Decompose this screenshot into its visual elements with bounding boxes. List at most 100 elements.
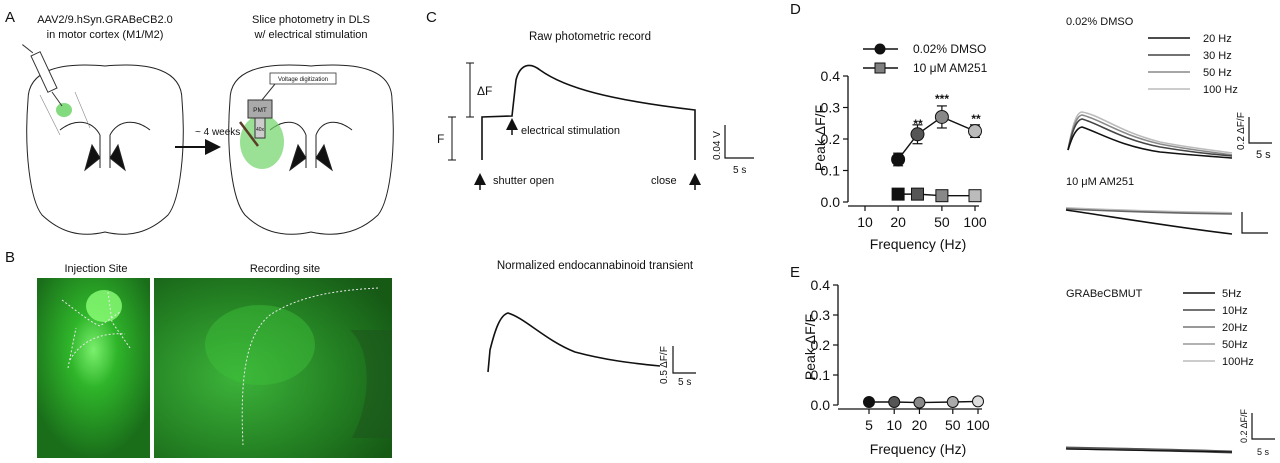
sig-30hz: ** [913,117,923,131]
left-title-line1: AAV2/9.hSyn.GRABeCB2.0 [37,14,173,26]
mut-trace-legend: 5Hz 10Hz 20Hz 50Hz 100Hz [1183,288,1254,368]
delta-f-bracket [466,62,474,118]
e-traces: GRABeCBMUT 5Hz 10Hz 20Hz 50Hz 100Hz 0.2 … [1065,288,1275,457]
panel-a: AAV2/9.hSyn.GRABeCB2.0 in motor cortex (… [22,14,394,235]
chart-d-ylabel: Peak ΔF/F [812,105,828,171]
data-point [910,187,924,201]
recording-outline [241,287,379,446]
dmso-legend-50: 50 Hz [1203,67,1232,79]
data-point [863,396,875,408]
mut-legend-20: 20Hz [1222,322,1248,334]
norm-scale-v: 0.5 ΔF/F [659,346,670,384]
panel-letter-a: A [5,9,15,26]
panel-letter-e: E [790,264,800,281]
chart-e: 0.0 0.1 0.2 0.3 0.4 5 10 20 50 100 Peak ΔF/F Freq… [802,277,990,457]
data-point [968,189,982,203]
device-label: Voltage digitization [278,77,328,83]
am251-scale-bar [1241,212,1268,234]
data-point [935,189,949,203]
photometry-rig: Voltage digitization PMT 40x [239,72,337,147]
dls-fluorescence [240,115,284,169]
y-tick-label: 0.3 [821,100,841,116]
mut-scale-bar [1251,413,1275,440]
y-tick-label: 0.0 [821,194,841,210]
chart-d-xlabel: Frequency (Hz) [870,236,966,252]
x-tick-label: 10 [857,214,873,230]
y-tick-label: 0.1 [821,163,841,179]
dmso-scale-v: 0.2 ΔF/F [1236,112,1247,150]
dmso-trace-30 [1067,118,1233,157]
injection-spot-left [56,103,72,117]
am251-traces-title: 10 μM AM251 [1066,176,1134,188]
dmso-traces-title: 0.02% DMSO [1066,16,1134,28]
chart-e-xlabel: Frequency (Hz) [870,441,966,457]
mut-legend-10: 10Hz [1222,305,1248,317]
y-tick-label: 0.3 [811,307,831,323]
right-title-line2: w/ electrical stimulation [253,29,367,41]
mut-legend-5: 5Hz [1222,288,1242,300]
delta-f-label: ΔF [477,84,492,98]
panel-letter-d: D [790,1,801,18]
right-title-line1: Slice photometry in DLS [252,14,370,26]
data-point [891,187,905,201]
dmso-legend-30: 30 Hz [1203,50,1232,62]
chart-e-marks [863,395,984,409]
data-point [934,109,949,124]
panel-c: Raw photometric record ΔF F electrical s… [437,31,754,388]
x-tick-label: 50 [945,417,961,433]
mut-trace-5 [1065,448,1233,453]
x-tick-label: 5 [865,417,873,433]
data-point [910,127,925,142]
legend-dmso-label: 0.02% DMSO [913,42,986,56]
data-point [972,395,984,408]
f-bracket [448,116,456,161]
objective-label: 40x [256,127,265,133]
injection-outline [61,291,131,369]
dmso-trace-100 [1067,111,1233,154]
injection-hotspot [86,290,122,322]
mut-scale-v: 0.2 ΔF/F [1239,408,1249,443]
y-tick-label: 0.0 [811,397,831,413]
legend-am251-label: 10 μM AM251 [913,61,988,75]
panel-letter-b: B [5,249,15,266]
brain-slice-right [228,64,394,235]
y-tick-label: 0.2 [821,131,841,147]
y-tick-label: 0.4 [811,277,831,293]
chart-e-axes: 0.0 0.1 0.2 0.3 0.4 5 10 20 50 100 [811,277,990,433]
y-tick-label: 0.1 [811,367,831,383]
panel-letter-c: C [426,9,437,26]
legend-dmso-marker [874,43,886,55]
data-point [888,396,901,408]
injection-site-label: Injection Site [65,263,128,275]
recording-glow [205,305,315,385]
dmso-legend-20: 20 Hz [1203,33,1232,45]
recording-site-label: Recording site [250,263,320,275]
norm-scale-bar [672,346,696,374]
chart-d: 0.0 0.1 0.2 0.3 0.4 10 20 50 100 Peak ΔF/F Frequ… [812,42,988,252]
series-line [898,193,975,197]
sig-50hz: *** [935,92,949,106]
pmt-label: PMT [253,107,267,114]
mut-legend-50: 50Hz [1222,339,1248,351]
left-title-line2: in motor cortex (M1/M2) [47,29,164,41]
dmso-scale-t: 5 s [1256,149,1271,161]
dmso-trace-20 [1067,126,1233,159]
data-point [891,152,906,167]
norm-trace [487,312,661,373]
brain-slice-left [26,64,184,235]
mut-legend-100: 100Hz [1222,356,1254,368]
am251-trace-20 [1065,209,1233,235]
view-line-1 [39,94,61,136]
stim-label: electrical stimulation [521,125,620,137]
raw-scale-v: 0.04 V [712,131,723,160]
mut-scale-t: 5 s [1257,447,1270,457]
x-tick-label: 20 [912,417,928,433]
recording-site-image [154,278,392,458]
raw-scale-t: 5 s [733,165,746,176]
legend-am251-marker [874,62,886,74]
x-tick-label: 10 [886,417,902,433]
data-point [913,396,926,409]
chart-d-marks [891,105,982,203]
x-tick-label: 20 [890,214,906,230]
view-line-2 [74,91,91,129]
